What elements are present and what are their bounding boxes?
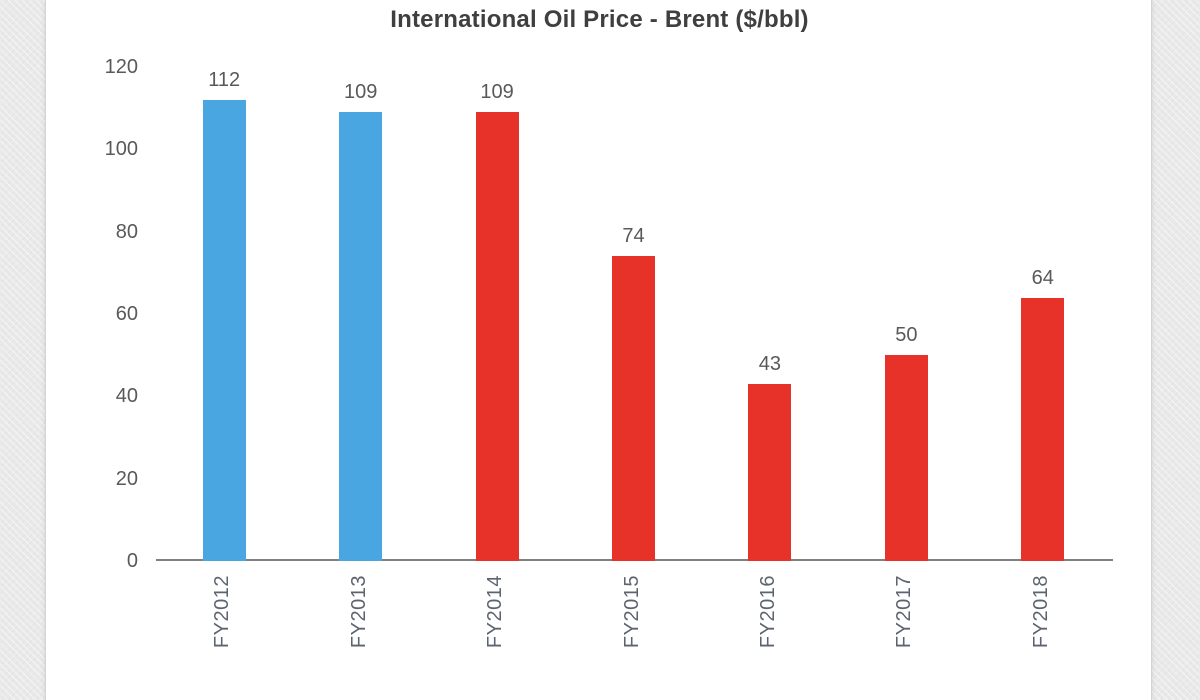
y-tick-label: 100: [104, 138, 138, 161]
bar-value-label: 43: [758, 352, 782, 375]
bar-FY2012: [202, 99, 246, 561]
bar-value-label: 50: [895, 324, 918, 347]
bar-value-label: 109: [343, 81, 378, 104]
y-tick-label: 20: [115, 467, 138, 490]
x-tick-label: FY2016: [756, 575, 779, 649]
bar-FY2015: [612, 256, 655, 561]
x-tick-label: FY2015: [620, 575, 643, 649]
bar-FY2016: [748, 383, 792, 561]
y-tick-label: 120: [104, 56, 138, 78]
plot-area: 0 20 40 60 80 100 120 112 FY2012 109 FY2013 109 FY20…: [46, 0, 1153, 700]
bar-value-label: 64: [1031, 266, 1054, 289]
y-tick-label: 60: [115, 303, 138, 325]
y-tick-label: 40: [115, 385, 138, 408]
bar-value-label: 74: [622, 225, 645, 248]
bar-FY2017: [884, 355, 928, 561]
x-tick-label: FY2014: [484, 575, 507, 649]
bar-FY2013: [339, 112, 383, 561]
x-tick-label: FY2017: [893, 575, 916, 649]
bar-FY2014: [475, 112, 519, 561]
chart-card: International Oil Price - Brent ($/bbl) …: [45, 0, 1152, 700]
y-tick-label: 80: [115, 220, 138, 243]
x-tick-label: FY2013: [347, 575, 370, 649]
bar-FY2018: [1021, 297, 1065, 561]
chart-title: International Oil Price - Brent ($/bbl): [390, 6, 809, 33]
bar-value-label: 112: [208, 68, 241, 91]
y-tick-label: 0: [126, 550, 138, 572]
bar-value-label: 109: [480, 81, 514, 104]
x-tick-label: FY2018: [1029, 575, 1052, 649]
x-tick-label: FY2012: [211, 575, 234, 649]
